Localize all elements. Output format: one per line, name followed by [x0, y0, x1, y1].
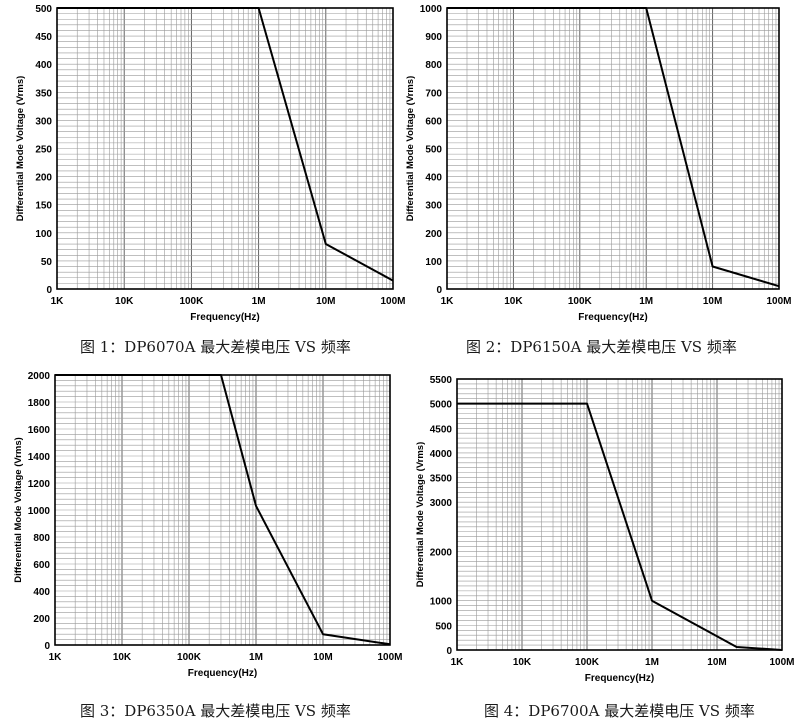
y-tick-label: 0	[46, 285, 52, 296]
chart-2: 0 100 200 300 400 500 600 700 800 900 1000 1K 10K 100…	[405, 4, 792, 323]
x-tick-label: 10K	[513, 657, 532, 668]
x-tick-label: 100M	[380, 296, 405, 307]
y-axis-label: Differential Mode Voltage (Vrms)	[13, 437, 24, 583]
y-tick-label: 200	[425, 229, 442, 240]
y-tick-label: 500	[435, 621, 452, 632]
x-tick-label: 10K	[504, 296, 523, 307]
y-tick-label: 150	[35, 201, 52, 212]
x-axis-label: Frequency(Hz)	[578, 312, 647, 323]
y-tick-label: 4500	[430, 424, 453, 435]
x-tick-label: 10M	[707, 657, 726, 668]
y-tick-label: 50	[41, 257, 53, 268]
y-axis-label: Differential Mode Voltage (Vrms)	[405, 76, 416, 222]
chart-3: 0 200 400 600 800 1000 1200 1400 1600 1800 2000 1K 1…	[13, 371, 403, 679]
caption-4: 图 4：DP6700A 最大差模电压 VS 频率	[484, 702, 755, 720]
x-tick-label: 100K	[179, 296, 204, 307]
y-tick-label: 350	[35, 88, 52, 99]
y-tick-label: 3000	[430, 498, 453, 509]
x-tick-label: 1M	[249, 652, 263, 663]
y-tick-label: 300	[35, 116, 52, 127]
x-tick-label: 1K	[49, 652, 63, 663]
y-tick-label: 5000	[430, 400, 453, 411]
y-tick-label: 1200	[28, 479, 51, 490]
y-tick-label: 5500	[430, 375, 453, 386]
y-tick-label: 0	[44, 641, 50, 652]
y-axis-label: Differential Mode Voltage (Vrms)	[415, 442, 426, 588]
y-tick-label: 600	[425, 116, 442, 127]
x-tick-label: 10K	[115, 296, 134, 307]
x-tick-label: 10K	[113, 652, 132, 663]
y-tick-label: 200	[33, 614, 50, 625]
chart-4: 0 500 1000 2000 3000 3500 4000 4500 5000 5500 1K 10…	[415, 375, 795, 684]
y-tick-label: 100	[35, 229, 52, 240]
x-tick-label: 10M	[703, 296, 722, 307]
x-tick-label: 100M	[377, 652, 402, 663]
y-tick-label: 300	[425, 201, 442, 212]
y-tick-label: 800	[33, 533, 50, 544]
x-tick-label: 100K	[575, 657, 600, 668]
y-tick-label: 0	[436, 285, 442, 296]
x-tick-label: 100K	[568, 296, 593, 307]
y-tick-label: 200	[35, 173, 52, 184]
y-tick-label: 1000	[420, 4, 443, 15]
x-tick-label: 1K	[51, 296, 65, 307]
x-axis-label: Frequency(Hz)	[190, 312, 259, 323]
y-tick-label: 500	[425, 145, 442, 156]
plot-frame	[54, 374, 391, 646]
y-tick-label: 500	[35, 4, 52, 15]
x-tick-label: 1M	[645, 657, 659, 668]
x-tick-label: 1K	[451, 657, 465, 668]
caption-2: 图 2：DP6150A 最大差模电压 VS 频率	[466, 338, 737, 356]
y-tick-label: 800	[425, 60, 442, 71]
series-line	[55, 374, 391, 646]
series-line	[447, 7, 780, 288]
x-tick-label: 1M	[639, 296, 653, 307]
x-tick-label: 1M	[252, 296, 266, 307]
x-tick-label: 100M	[769, 657, 794, 668]
y-tick-label: 400	[425, 173, 442, 184]
x-axis-label: Frequency(Hz)	[188, 668, 257, 679]
y-tick-label: 0	[446, 646, 452, 657]
y-tick-label: 400	[33, 587, 50, 598]
chart-1: 0 50 100 150 200 250 300 350 400 450 500 1K 10K 100K 1…	[15, 4, 406, 323]
y-tick-label: 600	[33, 560, 50, 571]
x-tick-label: 1K	[441, 296, 455, 307]
y-tick-label: 1600	[28, 425, 51, 436]
y-tick-label: 700	[425, 88, 442, 99]
x-tick-label: 100K	[177, 652, 202, 663]
y-tick-label: 400	[35, 60, 52, 71]
y-tick-label: 1000	[430, 597, 453, 608]
y-tick-label: 100	[425, 257, 442, 268]
series-line	[57, 7, 394, 282]
y-tick-label: 4000	[430, 449, 453, 460]
y-tick-label: 1000	[28, 506, 51, 517]
y-tick-label: 1400	[28, 452, 51, 463]
x-tick-label: 10M	[316, 296, 335, 307]
y-tick-label: 900	[425, 32, 442, 43]
caption-3: 图 3：DP6350A 最大差模电压 VS 频率	[80, 702, 351, 720]
y-tick-label: 2000	[28, 371, 51, 382]
plot-frame	[456, 378, 783, 651]
y-axis-label: Differential Mode Voltage (Vrms)	[15, 76, 26, 222]
y-tick-label: 450	[35, 32, 52, 43]
caption-1: 图 1：DP6070A 最大差模电压 VS 频率	[80, 338, 351, 356]
x-tick-label: 100M	[766, 296, 791, 307]
y-tick-label: 1800	[28, 398, 51, 409]
x-tick-label: 10M	[313, 652, 332, 663]
y-tick-label: 2000	[430, 547, 453, 558]
series-line	[457, 402, 783, 651]
y-tick-label: 250	[35, 145, 52, 156]
y-tick-label: 3500	[430, 474, 453, 485]
x-axis-label: Frequency(Hz)	[585, 673, 654, 684]
